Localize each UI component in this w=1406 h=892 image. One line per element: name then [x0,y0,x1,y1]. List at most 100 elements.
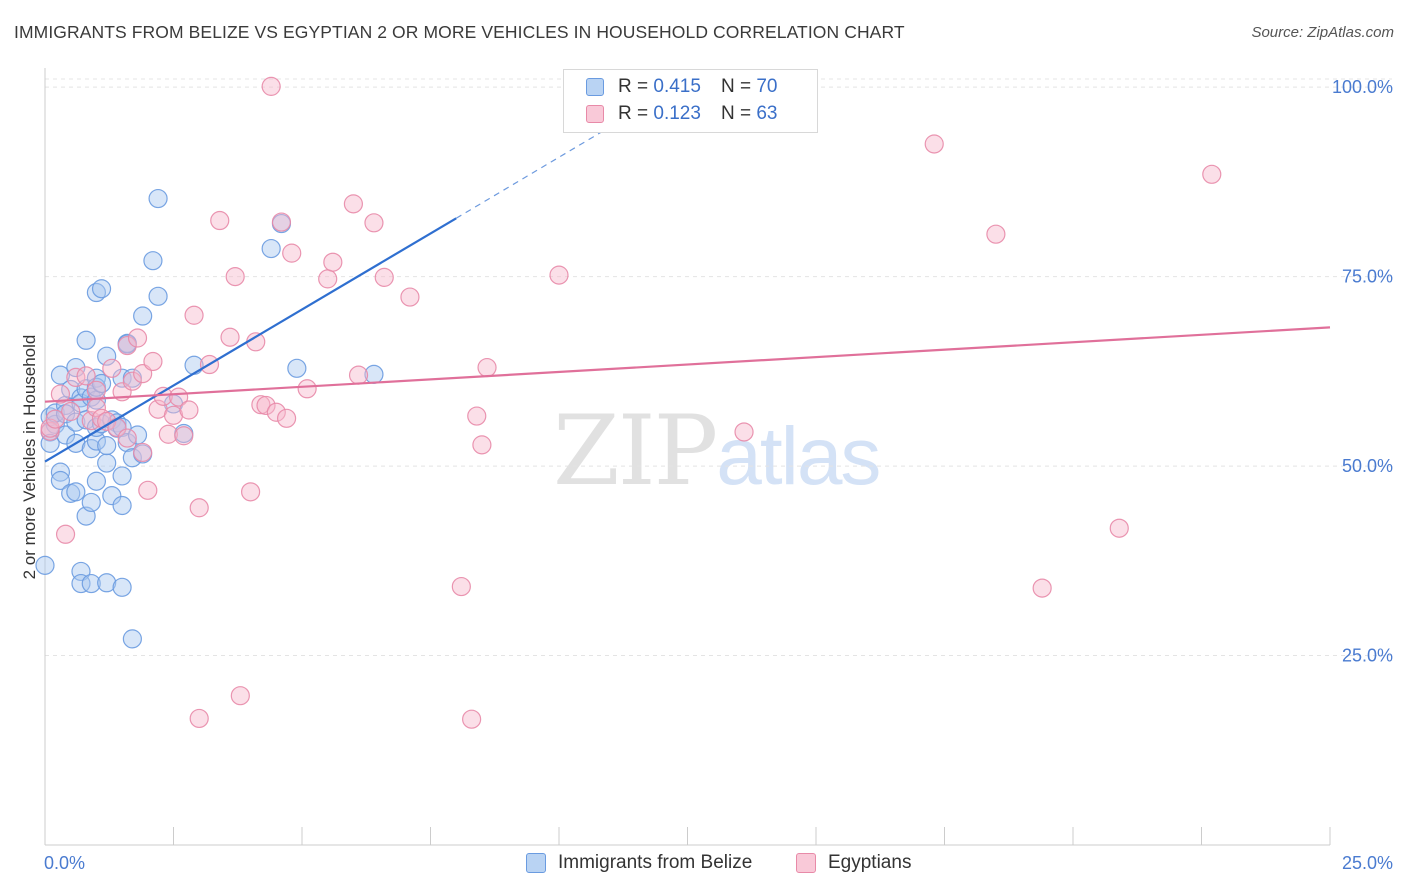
point-egyptians [179,400,199,420]
y-axis-label: 2 or more Vehicles in Household [20,335,39,580]
point-belize [97,453,117,473]
point-egyptians [1109,518,1129,538]
point-egyptians [282,243,302,263]
point-egyptians [261,76,281,96]
point-egyptians [138,480,158,500]
point-belize [91,279,112,299]
point-belize [86,471,107,491]
point-egyptians [163,405,184,425]
bottom-legend-swatch-egyptians [796,853,816,873]
point-egyptians [276,408,297,428]
point-belize [287,358,307,378]
point-egyptians [55,524,76,544]
y-tick-label: 50.0% [1342,456,1393,476]
point-egyptians [189,708,209,729]
point-egyptians [97,411,117,431]
trend-line-belize [44,217,457,463]
point-egyptians [66,367,86,388]
point-egyptians [220,327,240,347]
point-egyptians [184,305,204,325]
legend-swatch-belize [586,78,604,96]
point-egyptians [251,395,271,415]
source-label: Source: ZipAtlas.com [1251,24,1394,41]
legend-r-value: 0.415 [653,76,701,97]
tick-labels: 25.0% 50.0% 75.0% 100.0% 0.0% 25.0% [44,77,1393,873]
point-egyptians [472,435,492,455]
point-egyptians [40,418,60,438]
legend-row-egyptians: R = 0.123 N = 63 [586,101,777,127]
legend-r-value: 0.123 [653,103,701,124]
legend-row-belize: R = 0.415 N = 70 [586,74,777,100]
point-egyptians [102,358,122,378]
point-belize [50,365,71,385]
point-belize [71,573,91,594]
grid-lines [45,78,1392,657]
legend-r-label: R = [618,103,649,124]
point-egyptians [117,428,137,448]
point-egyptians [734,422,754,442]
point-egyptians [86,380,107,400]
x-tick-label: 25.0% [1342,853,1393,873]
legend-n-value: 63 [756,103,778,124]
point-belize [122,629,142,649]
axes [44,68,1331,846]
point-egyptians [323,252,343,272]
bottom-legend-label-belize: Immigrants from Belize [558,852,753,873]
point-egyptians [364,213,384,233]
point-egyptians [266,402,286,422]
point-egyptians [374,267,394,287]
legend-r-label: R = [618,76,649,97]
y-tick-label: 25.0% [1342,646,1393,666]
point-belize [102,486,122,506]
point-belize [81,573,101,594]
series-egyptians-points [40,76,1222,729]
point-egyptians [549,265,569,285]
point-belize [45,403,65,423]
point-egyptians [451,576,471,597]
point-egyptians [127,328,148,348]
point-egyptians [122,371,142,391]
point-belize [143,251,163,271]
bottom-legend-swatch-belize [526,853,546,873]
point-egyptians [348,365,369,385]
point-egyptians [174,426,194,446]
point-egyptians [318,269,338,289]
bottom-legend-egyptians: Egyptians [796,852,911,874]
point-egyptians [986,224,1006,244]
x-tick-label: 0.0% [44,853,85,873]
point-belize [50,470,71,491]
point-egyptians [241,482,261,502]
point-egyptians [1032,578,1052,598]
point-belize [261,238,281,259]
point-belize [112,577,132,597]
point-egyptians [50,384,71,404]
point-egyptians [76,366,96,386]
point-belize [97,346,117,366]
y-tick-label: 75.0% [1342,267,1393,287]
point-belize [86,282,107,303]
point-belize [133,306,153,326]
point-egyptians [343,194,363,214]
point-egyptians [467,406,487,426]
point-egyptians [271,212,292,232]
point-egyptians [189,498,209,518]
point-belize [97,436,117,456]
watermark: ZIPatlas [553,395,881,507]
point-belize [148,188,168,209]
watermark-zip: ZIP [553,395,718,507]
point-egyptians [133,442,153,463]
point-egyptians [45,409,65,429]
point-belize [35,555,55,575]
point-belize [76,330,96,350]
point-belize [50,462,71,482]
point-egyptians [117,335,137,356]
point-belize [117,432,137,453]
point-egyptians [400,287,420,307]
point-belize [97,573,117,593]
point-egyptians [256,395,276,416]
point-egyptians [924,134,944,154]
point-egyptians [230,686,250,706]
point-egyptians [210,210,230,231]
point-egyptians [462,709,482,729]
